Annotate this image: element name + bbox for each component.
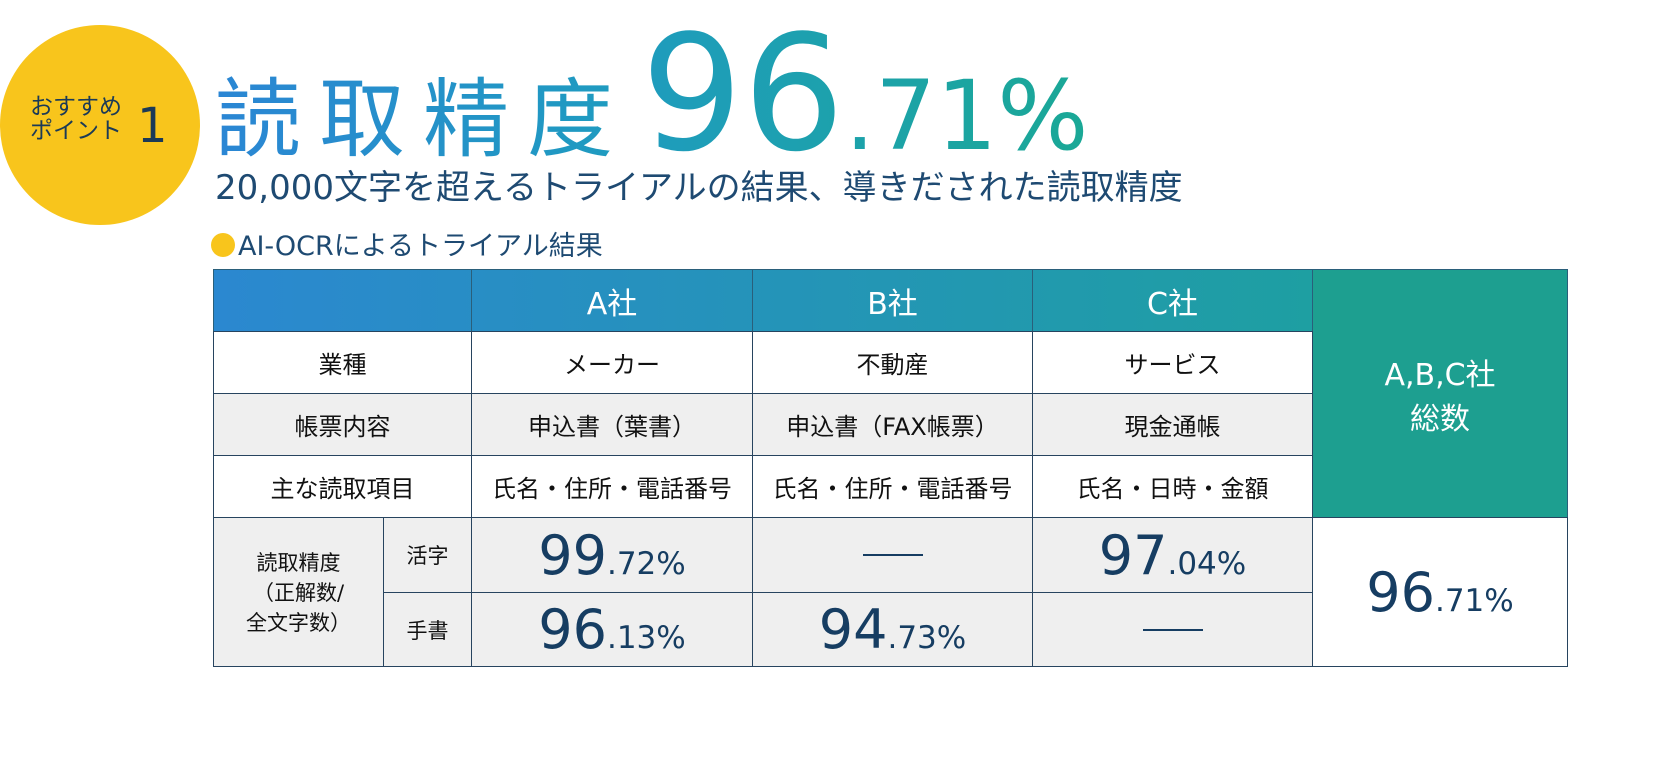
accuracy-value: 99.72%: [538, 524, 685, 587]
accuracy-cell: 96.13%: [471, 592, 753, 667]
cell-text: 氏名・日時・金額: [1076, 475, 1269, 503]
badge-line: ポイント: [30, 118, 122, 144]
value-part: 96: [1366, 560, 1435, 624]
column-name: C社: [1147, 286, 1198, 322]
total-header-line: 総数: [1410, 401, 1470, 437]
badge-number: 1: [137, 98, 168, 154]
accuracy-label-line: （正解数/: [252, 581, 345, 605]
accuracy-cell: [752, 517, 1033, 593]
cell-text: 申込書（葉書）: [528, 413, 696, 441]
title-text: 読取精度: [215, 70, 631, 170]
value-part: 99: [538, 523, 607, 587]
total-header-text: A,B,C社 総数: [1384, 350, 1495, 438]
row-label: 主な読取項目: [213, 455, 472, 518]
total-value-cell: 96.71%: [1312, 517, 1568, 667]
subtitle: 20,000文字を超えるトライアルの結果、導きだされた読取精度: [215, 168, 1183, 208]
header-cell: C社: [1032, 269, 1313, 332]
no-data-dash: [862, 554, 923, 556]
column-name: B社: [867, 286, 918, 322]
accuracy-cell: 94.73%: [752, 592, 1033, 667]
section-label: AI-OCRによるトライアル結果: [238, 231, 603, 262]
cell: 氏名・住所・電話番号: [752, 455, 1033, 518]
row-label: 業種: [213, 331, 472, 394]
cell: 現金通帳: [1032, 393, 1313, 456]
title-value: 96.71%: [631, 0, 1088, 187]
cell: 申込書（FAX帳票）: [752, 393, 1033, 456]
cell-text: 氏名・住所・電話番号: [492, 475, 732, 503]
cell-text: 不動産: [856, 351, 929, 379]
value-part: .73%: [887, 620, 967, 656]
no-data-dash: [1142, 628, 1203, 631]
total-value: 96.71%: [1366, 561, 1513, 624]
cell-text: 氏名・住所・電話番号: [772, 475, 1013, 503]
value-part: 96: [641, 0, 845, 187]
row-label-text: 主な読取項目: [270, 475, 415, 503]
accuracy-label-line: 全文字数）: [246, 611, 351, 635]
total-header-line: A,B,C社: [1384, 357, 1496, 393]
accuracy-value: 96.13%: [538, 598, 685, 661]
badge-text: おすすめ ポイント: [30, 95, 122, 143]
cell: 氏名・日時・金額: [1032, 455, 1313, 518]
row-label-text: 帳票内容: [294, 413, 391, 441]
sub-label: 活字: [383, 517, 472, 593]
cell: メーカー: [471, 331, 753, 394]
badge: [0, 25, 200, 225]
sub-label-text: 活字: [406, 544, 449, 568]
sub-label: 手書: [383, 592, 472, 667]
sub-label-text: 手書: [406, 618, 449, 643]
title: 読取精度 96.71%: [215, 0, 1088, 160]
accuracy-value: 97.04%: [1099, 524, 1246, 587]
header-bg: [213, 269, 1313, 332]
value-part: 94: [818, 598, 888, 661]
bullet: [211, 233, 235, 257]
cell-text: メーカー: [564, 351, 660, 379]
value-part: .72%: [606, 545, 686, 582]
accuracy-label-line: 読取精度: [256, 551, 341, 575]
accuracy-value: 94.73%: [819, 598, 966, 661]
accuracy-cell: 97.04%: [1032, 517, 1313, 593]
value-part: .13%: [606, 620, 686, 656]
header-cell: A社: [471, 269, 753, 332]
total-header: A,B,C社 総数: [1312, 269, 1568, 518]
value-part: .71%: [1434, 582, 1514, 619]
accuracy-label-text: 読取精度 （正解数/全文字数）: [246, 547, 351, 637]
cell: 不動産: [752, 331, 1033, 394]
accuracy-cell: [1032, 592, 1313, 667]
cell-text: 現金通帳: [1124, 413, 1221, 441]
column-name: A社: [586, 286, 638, 322]
cell-text: 申込書（FAX帳票）: [786, 413, 999, 441]
cell: 氏名・住所・電話番号: [471, 455, 753, 518]
cell: 申込書（葉書）: [471, 393, 753, 456]
header-cell: B社: [752, 269, 1033, 332]
value-part: 96: [538, 598, 607, 661]
row-label: 帳票内容: [213, 393, 472, 456]
accuracy-label: 読取精度 （正解数/全文字数）: [213, 517, 384, 667]
cell: サービス: [1032, 331, 1313, 394]
row-label-text: 業種: [318, 351, 367, 379]
value-part: .04%: [1167, 545, 1247, 582]
value-part: 97: [1098, 523, 1168, 587]
badge-line: おすすめ: [30, 94, 122, 120]
cell-text: サービス: [1124, 351, 1221, 379]
accuracy-cell: 99.72%: [471, 517, 753, 593]
value-part: .71%: [844, 60, 1089, 172]
header-cell: [213, 269, 472, 332]
